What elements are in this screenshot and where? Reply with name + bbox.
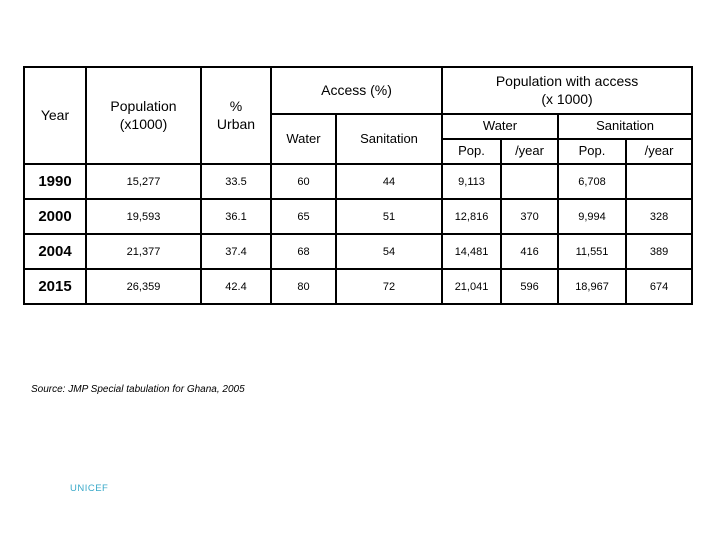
- cell-sanitation-pop: 6,708: [557, 163, 628, 200]
- cell-water-per-year: [500, 163, 560, 200]
- cell-pct-urban: 33.5: [200, 163, 272, 200]
- cell-sanitation-pct: 51: [334, 198, 444, 235]
- col-header-sanitation-per-year: /year: [625, 138, 694, 165]
- table-row-2004: 2004 21,377 37.4 68 54 14,481 416 11,551…: [23, 233, 694, 270]
- cell-pct-urban: 42.4: [200, 268, 272, 305]
- cell-sanitation-per-year: 389: [625, 233, 694, 270]
- cell-water-per-year: 416: [500, 233, 560, 270]
- cell-year: 2004: [23, 233, 87, 270]
- col-header-pwa-water: Water: [441, 113, 560, 140]
- cell-sanitation-pct: 44: [334, 163, 444, 200]
- col-header-sanitation-pop: Pop.: [557, 138, 628, 165]
- cell-sanitation-pct: 54: [334, 233, 444, 270]
- cell-water-pop: 12,816: [441, 198, 503, 235]
- col-header-access-sanitation: Sanitation: [334, 113, 444, 165]
- col-header-water-pop: Pop.: [441, 138, 503, 165]
- cell-water-pop: 9,113: [441, 163, 503, 200]
- source-note: Source: JMP Special tabulation for Ghana…: [31, 384, 245, 395]
- cell-population: 21,377: [85, 233, 202, 270]
- header-row-top: Year Population (x1000) % Urban Access (…: [23, 66, 694, 165]
- col-header-population: Population (x1000): [85, 66, 202, 165]
- cell-water-pct: 80: [270, 268, 337, 305]
- cell-sanitation-pct: 72: [334, 268, 444, 305]
- cell-water-pop: 21,041: [441, 268, 503, 305]
- cell-pct-urban: 36.1: [200, 198, 272, 235]
- cell-sanitation-pop: 9,994: [557, 198, 628, 235]
- col-header-pop-with-access: Population with access (x 1000): [441, 66, 694, 115]
- org-label-unicef: UNICEF: [70, 483, 109, 494]
- cell-sanitation-pop: 11,551: [557, 233, 628, 270]
- cell-population: 15,277: [85, 163, 202, 200]
- table-row-2015: 2015 26,359 42.4 80 72 21,041 596 18,967…: [23, 268, 694, 305]
- cell-year: 2000: [23, 198, 87, 235]
- cell-population: 19,593: [85, 198, 202, 235]
- col-header-year: Year: [23, 66, 87, 165]
- cell-pct-urban: 37.4: [200, 233, 272, 270]
- cell-population: 26,359: [85, 268, 202, 305]
- col-header-pct-urban: % Urban: [200, 66, 272, 165]
- table-row-2000: 2000 19,593 36.1 65 51 12,816 370 9,994 …: [23, 198, 694, 235]
- cell-water-pct: 65: [270, 198, 337, 235]
- header-row-sub: Pop. /year Pop. /year: [24, 138, 694, 165]
- col-header-water-per-year: /year: [500, 138, 560, 165]
- cell-year: 2015: [23, 268, 87, 305]
- header-row-mid: Water Sanitation Water Sanitation: [24, 113, 694, 165]
- cell-sanitation-pop: 18,967: [557, 268, 628, 305]
- cell-sanitation-per-year: [625, 163, 694, 200]
- cell-water-pop: 14,481: [441, 233, 503, 270]
- cell-sanitation-per-year: 674: [625, 268, 694, 305]
- cell-water-pct: 60: [270, 163, 337, 200]
- cell-water-pct: 68: [270, 233, 337, 270]
- col-header-access-water: Water: [270, 113, 337, 165]
- table-row-1990: 1990 15,277 33.5 60 44 9,113 6,708: [23, 163, 694, 200]
- cell-year: 1990: [23, 163, 87, 200]
- population-access-table: Year Population (x1000) % Urban Access (…: [23, 66, 694, 305]
- cell-sanitation-per-year: 328: [625, 198, 694, 235]
- col-header-access-pct: Access (%): [269, 66, 444, 115]
- cell-water-per-year: 370: [500, 198, 560, 235]
- col-header-pwa-sanitation: Sanitation: [557, 113, 694, 140]
- cell-water-per-year: 596: [500, 268, 560, 305]
